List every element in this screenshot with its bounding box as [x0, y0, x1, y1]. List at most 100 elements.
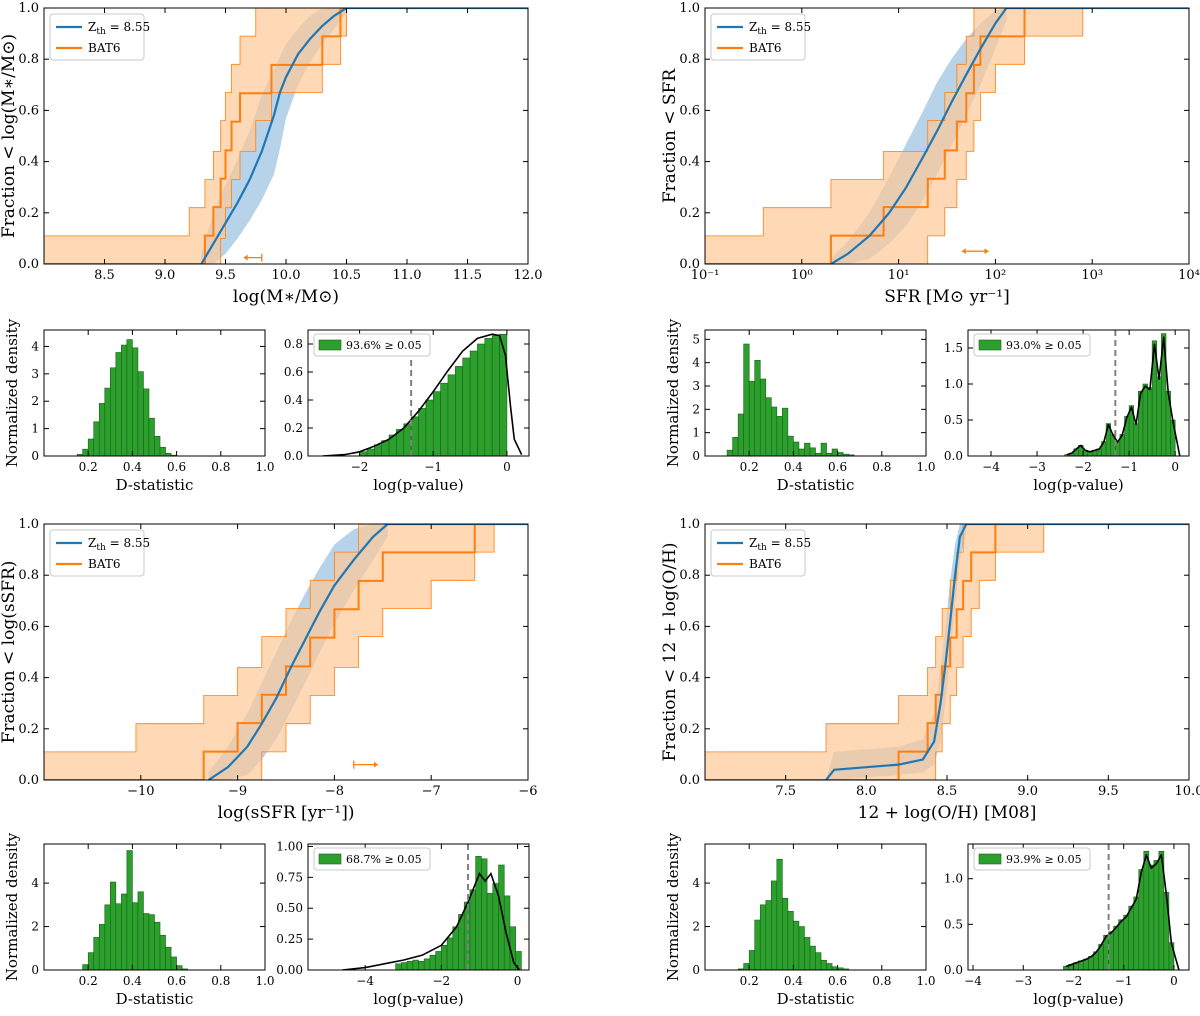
histogram-bar: [793, 441, 800, 456]
histogram-bar: [418, 408, 427, 456]
y-tick-label: 0.50: [276, 901, 303, 915]
histogram-bar: [1133, 423, 1139, 456]
legend-model-symbol: Z: [88, 536, 96, 550]
y-axis-label: Fraction < log(M∗/M⊙): [0, 34, 19, 238]
histogram-bar: [359, 451, 368, 456]
x-axis-label: D-statistic: [777, 990, 855, 1008]
y-tick-label: 0.6: [18, 619, 39, 634]
legend-model-symbol: Z: [88, 20, 96, 34]
histogram-bar: [115, 352, 122, 456]
histogram-bar: [82, 964, 89, 970]
plot-frame: [967, 329, 1190, 457]
x-tick-label: −1: [424, 460, 442, 474]
histogram-bar: [477, 343, 486, 456]
histogram-bar: [815, 952, 822, 970]
histogram-bar: [787, 911, 794, 970]
kde-curve: [342, 871, 521, 970]
y-tick-label: 0.6: [284, 365, 303, 379]
y-tick-label: 0.2: [18, 206, 39, 221]
x-tick-label: 0.6: [828, 974, 847, 988]
y-tick-label: 0.8: [679, 568, 700, 583]
x-tick-label: 0: [514, 974, 522, 988]
x-tick-label: 10.0: [1175, 784, 1200, 799]
limit-arrowhead: [984, 248, 989, 255]
y-tick-label: 2: [31, 920, 39, 934]
y-tick-label: 0.00: [276, 963, 303, 977]
bat6-cdf-step: [705, 8, 1189, 264]
x-tick-label: 0.8: [872, 974, 891, 988]
legend-model-value: = 8.55: [767, 536, 811, 550]
histogram-bar: [469, 889, 476, 970]
legend-model-symbol: Z: [749, 536, 757, 550]
x-tick-label: 0.8: [872, 460, 891, 474]
histogram-bar: [804, 937, 811, 970]
x-tick-label: −9: [228, 784, 247, 799]
hist-panel-ssfr_d: 0.2 0.4 0.6 0.8 1.0 0 2 4 D-statistic Normalized …: [3, 832, 275, 1008]
x-tick-label: 0.6: [828, 460, 847, 474]
histogram-bar: [1147, 387, 1153, 456]
x-tick-label: −1: [1115, 974, 1133, 988]
histogram-bar: [403, 423, 412, 456]
bat6-confidence-band: [705, 8, 1189, 264]
histogram-bar: [732, 437, 739, 456]
y-tick-label: 0.5: [944, 917, 963, 931]
plot-frame: [704, 7, 1190, 265]
x-tick-label: 0.2: [79, 974, 98, 988]
histogram-bar: [410, 416, 419, 456]
legend-model-symbol: Z: [749, 20, 757, 34]
legend-hist-swatch: [318, 853, 342, 865]
y-tick-label: 1.0: [18, 517, 39, 532]
x-tick-label: 0.4: [784, 974, 803, 988]
y-axis-label: Normalized density: [3, 832, 21, 981]
cdf-panel-mass: 8.5 9.0 9.5 10.0 10.5 11.0 11.5 12.0 0.0 0.2 0.4 0.…: [0, 1, 542, 307]
bat6-cdf-step: [44, 8, 528, 264]
hist-panel-ssfr_p: −4 −2 0 0.00 0.25 0.50 0.75 1.00 log(p-value) 68.…: [276, 839, 530, 1008]
histogram-bar: [759, 378, 767, 456]
y-tick-label: 0: [692, 449, 700, 463]
histogram-bar: [446, 937, 454, 970]
x-tick-label: 0.6: [167, 974, 186, 988]
histogram-bar: [462, 357, 471, 456]
model-cdf-line: [830, 8, 1189, 264]
histogram-bar: [475, 856, 482, 970]
x-tick-label: 1.0: [255, 974, 274, 988]
histogram-bar: [418, 961, 425, 970]
histogram-bar: [132, 347, 139, 456]
y-tick-label: 0.0: [679, 773, 700, 788]
histogram-bar: [1153, 860, 1160, 970]
legend-box: [313, 847, 431, 871]
histogram-bar: [820, 959, 827, 970]
x-tick-label: 10.5: [332, 268, 361, 283]
x-tick-label: 10³: [1081, 268, 1103, 283]
y-tick-label: 0.0: [944, 963, 963, 977]
x-tick-label: 11.0: [393, 268, 422, 283]
plot-area: [322, 330, 523, 456]
hist-panel-mass_d: 0.2 0.4 0.6 0.8 1.0 0 1 2 3 4 D-statistic Normalize…: [3, 318, 275, 494]
legend-model-value: = 8.55: [767, 20, 811, 34]
histogram-bar: [170, 956, 177, 970]
y-tick-label: 0.0: [18, 257, 39, 272]
model-cdf-line: [825, 524, 1189, 780]
histogram-bar: [481, 858, 488, 970]
histogram-bar: [737, 413, 744, 456]
legend-percentage-label: 68.7% ≥ 0.05: [346, 853, 422, 866]
histogram-bar: [452, 926, 459, 970]
y-tick-label: 0.2: [679, 206, 700, 221]
x-tick-label: 7.5: [775, 784, 796, 799]
x-tick-label: 0.2: [740, 460, 759, 474]
x-tick-label: 0.2: [79, 460, 98, 474]
histogram-bar: [1133, 896, 1140, 970]
legend-hist-swatch: [318, 339, 342, 351]
y-tick-label: 4: [692, 356, 700, 370]
y-tick-label: 0.8: [284, 337, 303, 351]
histogram-bar: [770, 880, 778, 970]
bat6-confidence-band: [44, 8, 528, 264]
x-axis-label: 12 + log(O/H) [M08]: [858, 803, 1037, 823]
x-tick-label: 10²: [985, 268, 1007, 283]
plot-area: [1064, 330, 1181, 456]
legend-box: [973, 333, 1091, 357]
legend-model-value: = 8.55: [106, 20, 150, 34]
x-tick-label: 1.0: [916, 974, 935, 988]
legend: Zth = 8.55 BAT6: [710, 529, 811, 577]
legend-box: [973, 847, 1091, 871]
